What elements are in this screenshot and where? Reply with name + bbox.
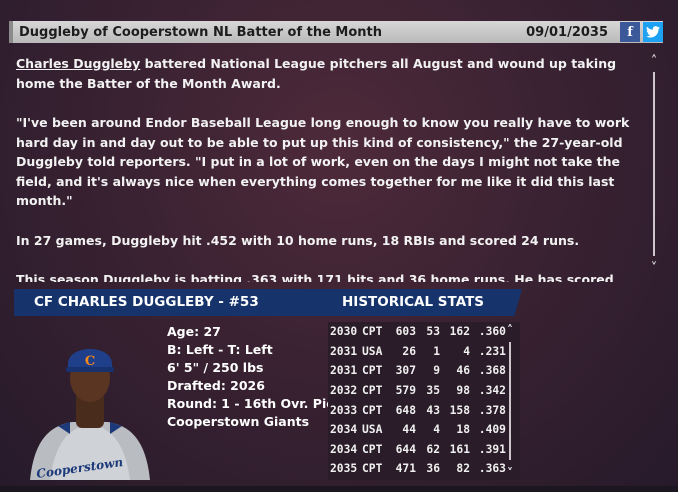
table-row: 2035 CPT 471 36 82 .363: [328, 459, 520, 479]
news-date: 09/01/2035: [526, 24, 608, 40]
stat-cell-avg: .378: [478, 403, 506, 417]
facebook-icon[interactable]: f: [620, 22, 640, 42]
stat-cell-avg: .391: [478, 442, 506, 456]
stat-cell-hr: 62: [426, 442, 440, 456]
stat-cell-team: CPT: [362, 442, 383, 456]
article-paragraph-1: Charles Duggleby battered National Leagu…: [16, 54, 636, 93]
player-info: Age: 27 B: Left - T: Left 6' 5" / 250 lb…: [167, 323, 342, 431]
stat-cell-ab: 579: [395, 384, 416, 398]
article-body: Charles Duggleby battered National Leagu…: [16, 54, 636, 282]
scroll-down-icon[interactable]: ˅: [507, 466, 513, 480]
twitter-icon[interactable]: [643, 22, 663, 42]
article-scrollbar[interactable]: ˄ ˅: [647, 54, 661, 276]
stat-cell-ab: 26: [402, 344, 416, 358]
news-header-bar: Duggleby of Cooperstown NL Batter of the…: [9, 21, 663, 43]
scroll-track[interactable]: [653, 72, 655, 256]
player-link[interactable]: Duggleby: [103, 272, 171, 282]
social-buttons: f: [620, 21, 663, 43]
stat-cell-year: 2034: [330, 442, 358, 456]
scroll-up-icon[interactable]: ˄: [650, 54, 658, 69]
stat-cell-ab: 307: [395, 364, 416, 378]
article-text: battered National League pitchers all Au…: [16, 56, 617, 91]
stat-cell-h: 162: [449, 325, 470, 339]
stat-cell-ab: 471: [395, 462, 416, 476]
player-bats-throws: B: Left - T: Left: [167, 342, 273, 357]
stat-cell-avg: .342: [478, 384, 506, 398]
player-name-header: CF CHARLES DUGGLEBY - #53: [34, 294, 259, 310]
stat-cell-year: 2034: [330, 423, 358, 437]
news-title: Duggleby of Cooperstown NL Batter of the…: [19, 24, 383, 40]
article-text: This season: [16, 272, 104, 282]
article-paragraph-4: This season Duggleby is batting .363 wit…: [16, 270, 636, 282]
scroll-track[interactable]: [509, 342, 511, 460]
table-row: 2031 USA 26 1 4 .231: [328, 342, 520, 362]
table-row: 2034 CPT 644 62 161 .391: [328, 440, 520, 460]
stat-cell-h: 158: [449, 403, 470, 417]
stat-cell-ab: 644: [395, 442, 416, 456]
table-row: 2034 USA 44 4 18.409: [328, 420, 520, 440]
stat-cell-h: 161: [449, 442, 470, 456]
scroll-up-icon[interactable]: ˄: [507, 323, 513, 337]
player-drafted: Drafted: 2026: [167, 378, 265, 393]
historical-stats-table: 2030 CPT 603 53 162 .360 2031 USA 26 1 4 .231 2031 CP…: [328, 322, 520, 480]
stat-cell-year: 2032: [330, 384, 358, 398]
stat-cell-h: 4: [463, 344, 470, 358]
stat-cell-ab: 648: [395, 403, 416, 417]
stat-cell-avg: .360: [478, 325, 506, 339]
stat-cell-avg: .409: [478, 423, 506, 437]
player-team: Cooperstown Giants: [167, 414, 310, 429]
table-row: 2032 CPT 579 35 98 .342: [328, 381, 520, 401]
stat-cell-h: 82: [456, 462, 470, 476]
stat-cell-team: CPT: [362, 325, 383, 339]
scroll-down-icon[interactable]: ˅: [650, 261, 658, 276]
stat-cell-hr: 4: [433, 423, 440, 437]
stat-cell-avg: .231: [478, 344, 506, 358]
article-paragraph-3: In 27 games, Duggleby hit .452 with 10 h…: [16, 232, 580, 248]
player-link[interactable]: Charles Duggleby: [16, 56, 141, 71]
stat-cell-year: 2031: [330, 344, 358, 358]
article-text: is batting .363 with 171 hits and 36 hom…: [174, 272, 614, 282]
cap-logo: C: [85, 354, 95, 369]
player-height-weight: 6' 5" / 250 lbs: [167, 360, 264, 375]
stat-cell-hr: 36: [426, 462, 440, 476]
table-row: 2031 CPT 307 9 46 .368: [328, 361, 520, 381]
table-row: 2030 CPT 603 53 162 .360: [328, 322, 520, 342]
player-portrait: C Cooperstown: [20, 330, 160, 480]
stat-cell-hr: 53: [426, 325, 440, 339]
stat-cell-h: 46: [456, 364, 470, 378]
stat-cell-avg: .363: [478, 462, 506, 476]
stat-cell-hr: 1: [433, 344, 440, 358]
stat-cell-year: 2030: [330, 325, 358, 339]
stat-cell-year: 2035: [330, 462, 358, 476]
stat-cell-avg: .368: [478, 364, 506, 378]
article-paragraph-2: "I've been around Endor Baseball League …: [16, 115, 630, 208]
player-draft-round: Round: 1 - 16th Ovr. Pick: [167, 396, 342, 411]
stat-cell-hr: 43: [426, 403, 440, 417]
bottom-divider: [0, 486, 678, 492]
stat-cell-ab: 44: [402, 423, 416, 437]
table-row: 2033 CPT 648 43 158 .378: [328, 400, 520, 420]
stat-cell-team: USA: [362, 423, 383, 437]
player-age: Age: 27: [167, 324, 221, 339]
stat-cell-h: 98: [456, 384, 470, 398]
stats-scrollbar[interactable]: ˄ ˅: [504, 322, 516, 480]
stat-cell-team: CPT: [362, 403, 383, 417]
stat-cell-team: CPT: [362, 364, 383, 378]
historical-stats-header: HISTORICAL STATS: [342, 294, 485, 310]
stat-cell-team: CPT: [362, 384, 383, 398]
stat-cell-team: CPT: [362, 462, 383, 476]
stat-cell-ab: 603: [395, 325, 416, 339]
stat-cell-team: USA: [362, 344, 383, 358]
player-panel-header: CF CHARLES DUGGLEBY - #53 HISTORICAL STA…: [14, 289, 522, 316]
stat-cell-h: 18: [456, 423, 470, 437]
stat-cell-year: 2033: [330, 403, 358, 417]
stat-cell-hr: 9: [433, 364, 440, 378]
stat-cell-hr: 35: [426, 384, 440, 398]
stat-cell-year: 2031: [330, 364, 358, 378]
